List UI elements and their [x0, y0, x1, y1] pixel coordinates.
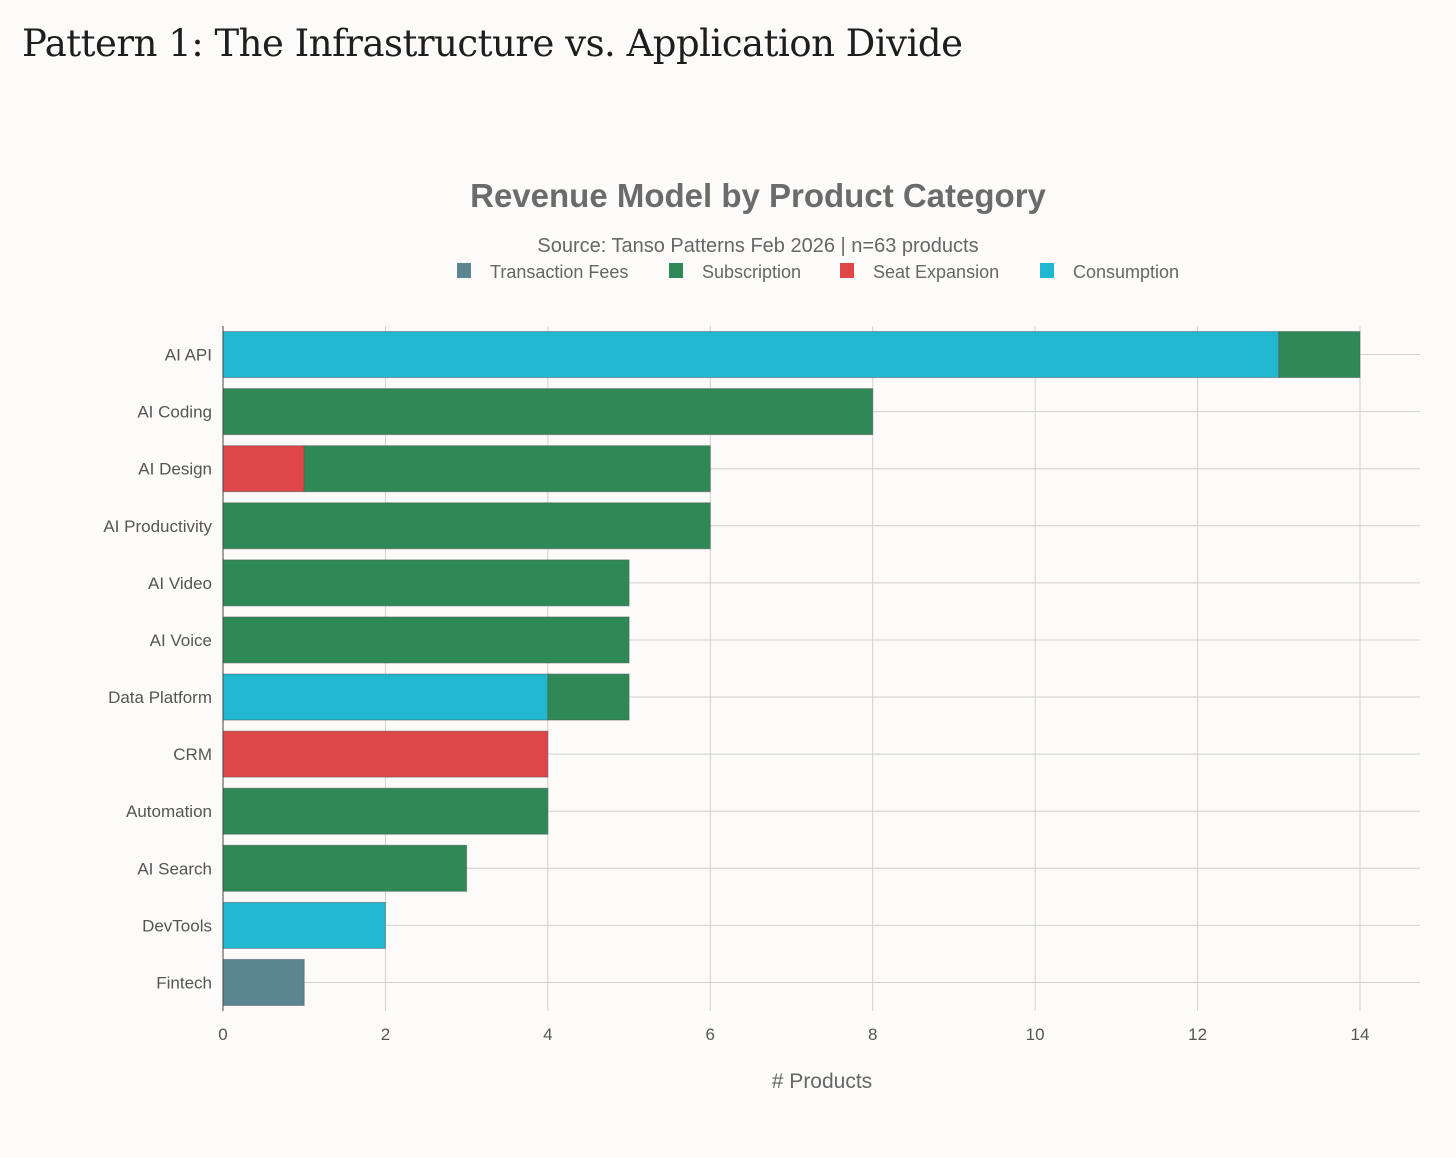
- y-tick-label: Fintech: [156, 973, 212, 992]
- x-tick-label: 8: [868, 1025, 877, 1044]
- x-tick-label: 4: [543, 1025, 552, 1044]
- bar-subscription-ai-search: [222, 844, 468, 892]
- y-tick-label: DevTools: [142, 916, 212, 935]
- legend-swatch: [1040, 263, 1054, 278]
- x-tick-label: 0: [218, 1025, 227, 1044]
- bar-subscription-ai-voice: [222, 616, 630, 664]
- legend-label: Seat Expansion: [873, 262, 999, 282]
- bar-consumption-ai-api: [222, 331, 1280, 379]
- y-tick-label: AI Coding: [137, 403, 212, 422]
- legend-swatch: [457, 263, 471, 278]
- bar-seat-expansion-crm: [222, 730, 549, 778]
- legend-swatch: [669, 263, 683, 278]
- bar-subscription-data-platform: [547, 673, 630, 721]
- page-title: Pattern 1: The Infrastructure vs. Applic…: [22, 22, 963, 65]
- legend-label: Subscription: [702, 262, 801, 282]
- y-tick-label: Data Platform: [108, 688, 212, 707]
- x-tick-label: 6: [706, 1025, 715, 1044]
- y-axis-labels: AI API AI Coding AI Design AI Productivity A…: [103, 346, 212, 993]
- bar-subscription-ai-video: [222, 559, 630, 607]
- y-tick-label: AI Productivity: [103, 517, 212, 536]
- bars: [222, 331, 1361, 1006]
- legend-label: Transaction Fees: [490, 262, 628, 282]
- bar-subscription-ai-design: [303, 445, 711, 493]
- chart-title: Revenue Model by Product Category: [470, 177, 1046, 214]
- x-axis-labels: 0 2 4 6 8 10 12 14: [218, 1025, 1369, 1044]
- x-tick-label: 2: [381, 1025, 390, 1044]
- y-tick-label: AI Search: [137, 859, 212, 878]
- y-tick-label: AI API: [165, 346, 212, 365]
- y-tick-label: AI Voice: [150, 631, 212, 650]
- x-tick-label: 10: [1026, 1025, 1045, 1044]
- legend: Transaction Fees Subscription Seat Expansi…: [457, 262, 1179, 282]
- bar-subscription-ai-productivity: [222, 502, 711, 550]
- x-tick-label: 14: [1351, 1025, 1370, 1044]
- bar-seat-expansion-ai-design: [222, 445, 305, 493]
- bar-consumption-devtools: [222, 901, 386, 949]
- y-tick-label: CRM: [173, 745, 212, 764]
- bar-subscription-automation: [222, 787, 549, 835]
- bar-subscription-ai-coding: [222, 388, 874, 436]
- legend-swatch: [840, 263, 854, 278]
- y-tick-label: Automation: [126, 802, 212, 821]
- bar-consumption-data-platform: [222, 673, 549, 721]
- y-tick-label: AI Design: [138, 460, 212, 479]
- x-axis-title: # Products: [772, 1070, 872, 1093]
- chart-subtitle: Source: Tanso Patterns Feb 2026 | n=63 p…: [537, 235, 978, 257]
- y-tick-label: AI Video: [148, 574, 212, 593]
- x-tick-label: 12: [1188, 1025, 1207, 1044]
- bar-transaction-fees-fintech: [222, 958, 305, 1006]
- legend-label: Consumption: [1073, 262, 1179, 282]
- bar-subscription-ai-api: [1278, 331, 1361, 379]
